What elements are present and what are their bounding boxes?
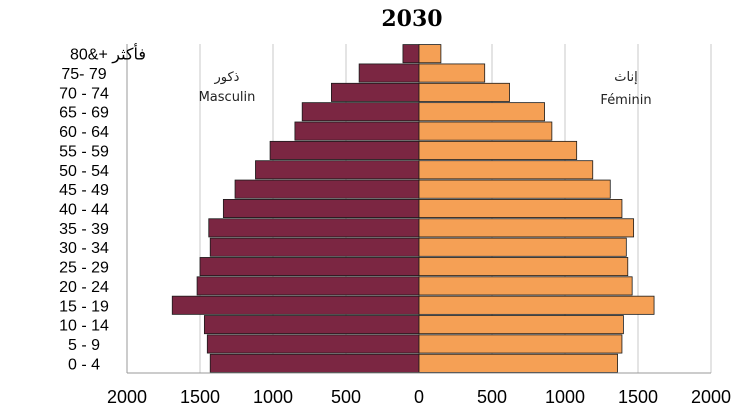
- age-group-label: 5 - 9: [68, 337, 100, 354]
- male-bar: [255, 160, 420, 180]
- female-bars: [418, 44, 655, 373]
- male-bar: [206, 334, 420, 354]
- female-bar: [418, 179, 611, 199]
- age-group-label: 55 - 59: [59, 143, 109, 160]
- female-bar: [418, 315, 624, 335]
- age-group-label: 60 - 64: [59, 124, 109, 141]
- age-group-label: 75- 79: [61, 66, 106, 83]
- female-bar: [418, 102, 545, 122]
- female-bar: [418, 218, 635, 238]
- female-bar: [418, 237, 627, 257]
- age-group-label: 30 - 34: [59, 240, 109, 257]
- age-group-label: 65 - 69: [59, 105, 109, 122]
- age-group-label: 25 - 29: [59, 260, 109, 277]
- female-bar: [418, 44, 442, 64]
- x-tick-labels: 2000 1500 1000 500 0 500 1000 1500 2000: [107, 387, 731, 407]
- x-tick-label: 1000: [545, 387, 585, 407]
- female-bar: [418, 353, 618, 373]
- age-group-labels: 0 - 4 5 - 9 10 - 14 15 - 19 20 - 24 25 - 29 30…: [59, 43, 146, 374]
- x-tick-label: 2000: [107, 387, 147, 407]
- male-bars: [171, 44, 420, 373]
- female-bar: [418, 63, 486, 83]
- male-bar: [234, 179, 420, 199]
- female-bar: [418, 295, 655, 315]
- age-group-label: 45 - 49: [59, 182, 109, 199]
- age-group-label: 70 - 74: [59, 85, 109, 102]
- male-bar: [301, 102, 420, 122]
- female-bar: [418, 82, 510, 102]
- age-group-label: 40 - 44: [59, 202, 109, 219]
- x-tick-label: 1500: [180, 387, 220, 407]
- female-bar: [418, 140, 578, 160]
- male-bar: [171, 295, 420, 315]
- x-tick-label: 2000: [691, 387, 731, 407]
- female-bar: [418, 257, 629, 277]
- male-bar: [269, 140, 420, 160]
- age-group-label: 35 - 39: [59, 221, 109, 238]
- legend-male-label: Masculin: [199, 90, 256, 105]
- male-bar: [402, 44, 420, 64]
- female-bar: [418, 121, 553, 141]
- chart-title: 2030: [381, 6, 442, 32]
- age-group-label: 50 - 54: [59, 163, 109, 180]
- x-tick-label: 1500: [618, 387, 658, 407]
- legend-male-arabic: ذكور: [214, 70, 240, 85]
- female-bar: [418, 276, 633, 296]
- male-bar: [294, 121, 420, 141]
- female-bar: [418, 334, 623, 354]
- male-bar: [196, 276, 420, 296]
- male-bar: [358, 63, 420, 83]
- x-tick-label: 500: [477, 387, 507, 407]
- male-bar: [209, 353, 420, 373]
- legend-female-arabic: إناث: [614, 70, 637, 85]
- age-group-label: 80&+ فأكثر: [70, 43, 146, 64]
- female-bar: [418, 160, 594, 180]
- x-tick-label: 1000: [253, 387, 293, 407]
- age-group-label: 15 - 19: [59, 298, 109, 315]
- male-bar: [330, 82, 420, 102]
- age-group-label: 0 - 4: [68, 356, 100, 373]
- male-bar: [208, 218, 420, 238]
- x-tick-label: 0: [414, 387, 424, 407]
- legend-female-label: Féminin: [600, 93, 651, 108]
- age-group-label: 10 - 14: [59, 318, 109, 335]
- male-bar: [203, 315, 420, 335]
- male-bar: [209, 237, 420, 257]
- age-group-label: 20 - 24: [59, 279, 109, 296]
- male-bar: [199, 257, 420, 277]
- male-bar: [222, 199, 420, 218]
- female-bar: [418, 199, 623, 218]
- x-tick-label: 500: [331, 387, 361, 407]
